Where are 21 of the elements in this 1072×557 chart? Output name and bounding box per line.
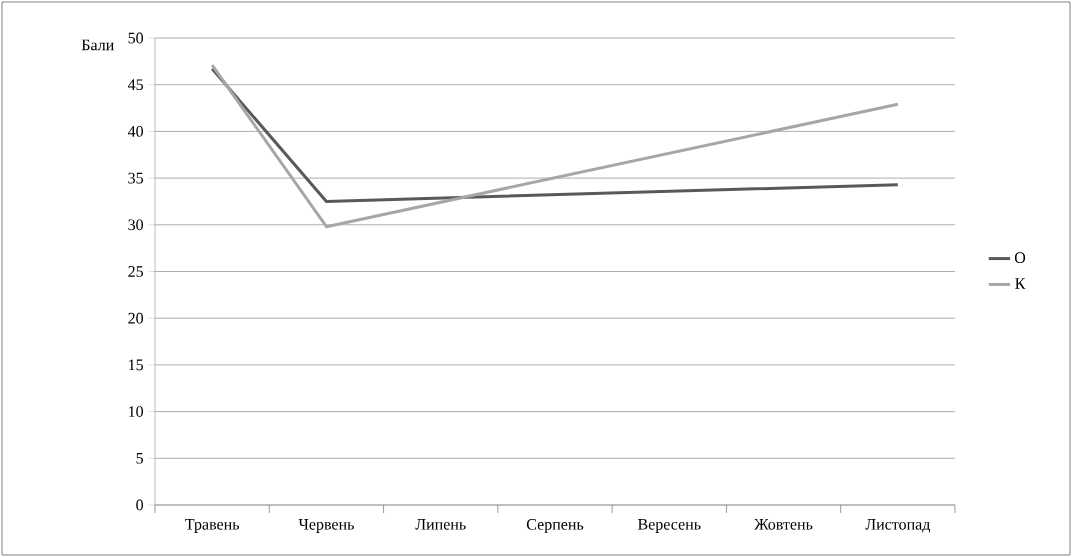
y-tick-label: 0 — [136, 499, 144, 511]
y-tick-label: 25 — [128, 266, 144, 277]
x-tick-label: Травень — [185, 519, 240, 533]
x-tick-label: Жовтень — [754, 519, 813, 530]
y-tick-label: 10 — [129, 406, 144, 417]
y-tick-label: 15 — [129, 359, 144, 371]
x-tick-label: Серпень — [526, 519, 584, 534]
x-tick-label: Вересень — [637, 519, 701, 533]
x-tick-label: Липень — [415, 519, 466, 530]
y-tick-label: 40 — [127, 126, 144, 137]
x-tick-label: Листопад — [865, 519, 931, 533]
y-tick-label: 35 — [128, 172, 144, 184]
x-tick-label: Червень — [298, 519, 354, 533]
y-tick-label: 50 — [128, 32, 144, 44]
y-tick-label: 5 — [136, 452, 144, 464]
legend-label: К — [1015, 278, 1026, 289]
y-tick-label: 30 — [128, 219, 144, 231]
y-tick-label: 45 — [127, 79, 144, 91]
y-tick-label: 20 — [128, 312, 144, 324]
y-axis-title: Бали — [81, 39, 114, 51]
legend-label: О — [1014, 252, 1026, 264]
